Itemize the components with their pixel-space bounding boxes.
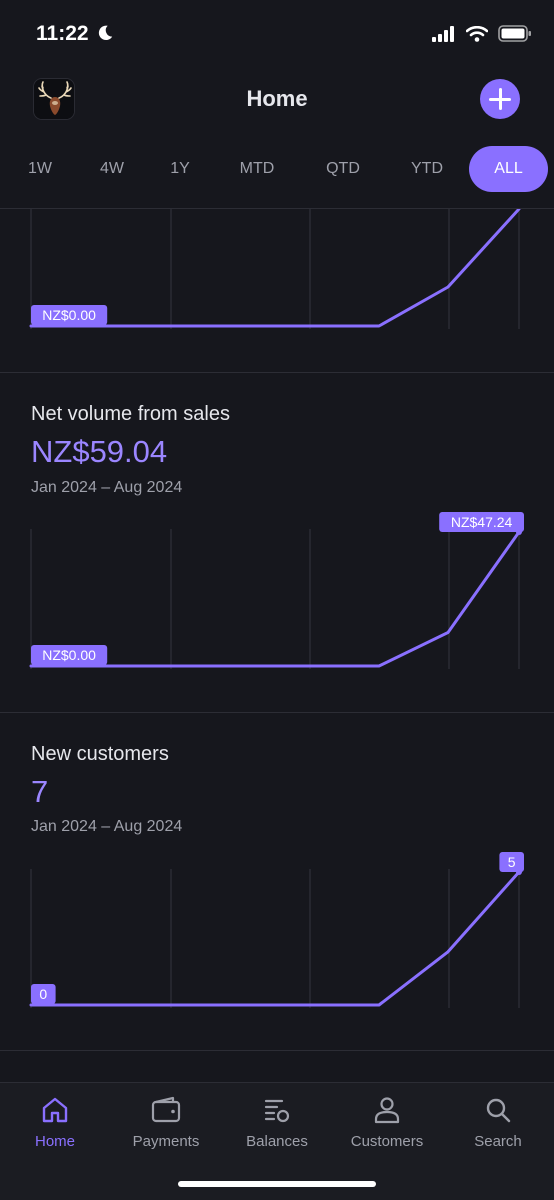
start-value-label: NZ$0.00 xyxy=(31,645,108,665)
tab-mtd[interactable]: MTD xyxy=(239,160,275,177)
start-value-label-bg xyxy=(31,305,108,325)
chart-section-1[interactable]: NZ$0.00 NZ$47.24 xyxy=(0,505,554,680)
series-line xyxy=(29,209,521,328)
tab-bar: Home Payments Balances Customers Sea xyxy=(0,1082,554,1200)
end-value-label: 5 xyxy=(499,852,524,872)
home-icon xyxy=(42,1097,68,1123)
tab-qtd[interactable]: QTD xyxy=(326,160,360,177)
tab-payments-label: Payments xyxy=(132,1133,200,1150)
end-value-label-bg xyxy=(499,852,524,872)
tab-customers[interactable]: Customers xyxy=(332,1093,442,1150)
end-value-label-text: 5 xyxy=(508,854,516,870)
tab-home-label: Home xyxy=(34,1133,75,1150)
deer-logo-icon xyxy=(34,79,74,119)
account-avatar[interactable] xyxy=(33,78,75,120)
tab-balances-label: Balances xyxy=(246,1133,308,1150)
tab-home[interactable]: Home xyxy=(0,1093,110,1150)
moon-icon xyxy=(98,25,113,41)
tabs-divider xyxy=(0,208,554,209)
tab-all[interactable]: ALL xyxy=(469,146,548,192)
add-button[interactable] xyxy=(480,79,520,119)
metric-title: New customers xyxy=(31,743,169,765)
start-value-label-bg xyxy=(31,645,108,665)
metric-date-range: Jan 2024 – Aug 2024 xyxy=(31,479,183,496)
start-value-label-text: 0 xyxy=(39,986,47,1002)
tab-1y[interactable]: 1Y xyxy=(170,160,190,177)
start-value-label-text: NZ$0.00 xyxy=(42,307,96,323)
section-divider xyxy=(0,712,554,713)
start-value-label-bg xyxy=(31,984,56,1004)
battery-icon xyxy=(498,25,531,42)
tab-search-label: Search xyxy=(474,1133,522,1150)
start-value-label: NZ$0.00 xyxy=(31,305,108,325)
status-bar: 11:22 xyxy=(0,0,554,70)
home-indicator xyxy=(178,1181,376,1187)
metric-value: NZ$59.04 xyxy=(31,434,168,469)
section-divider xyxy=(0,1050,554,1051)
start-value-label: 0 xyxy=(31,984,56,1004)
tab-1w[interactable]: 1W xyxy=(28,160,52,177)
cellular-signal-icon xyxy=(432,25,454,42)
header: Home xyxy=(0,70,554,130)
range-tabs: 1W 4W 1Y MTD QTD YTD ALL xyxy=(0,146,554,192)
search-icon xyxy=(486,1098,511,1123)
end-value-label: NZ$47.24 xyxy=(439,512,524,532)
end-value-label-bg xyxy=(439,512,524,532)
person-icon xyxy=(374,1097,400,1124)
line-chart: 05 xyxy=(29,852,524,1008)
wallet-icon xyxy=(151,1096,181,1123)
status-time: 11:22 xyxy=(36,22,89,45)
tab-search[interactable]: Search xyxy=(443,1093,553,1150)
line-chart: NZ$0.00 NZ$47.24 xyxy=(29,512,524,669)
metric-title: Net volume from sales xyxy=(31,403,230,425)
series-line xyxy=(29,530,521,668)
section-divider xyxy=(0,372,554,373)
balances-icon xyxy=(264,1099,290,1123)
line-chart: NZ$0.00 xyxy=(29,209,521,329)
start-value-label-text: NZ$0.00 xyxy=(42,647,96,663)
tab-payments[interactable]: Payments xyxy=(111,1093,221,1150)
tab-balances[interactable]: Balances xyxy=(222,1093,332,1150)
tab-customers-label: Customers xyxy=(350,1133,424,1150)
page-title: Home xyxy=(246,86,308,111)
wifi-icon xyxy=(466,25,488,42)
metric-date-range: Jan 2024 – Aug 2024 xyxy=(31,818,183,835)
series-line xyxy=(29,870,521,1007)
chart-section-0: NZ$0.00 xyxy=(0,209,554,339)
tab-ytd[interactable]: YTD xyxy=(411,160,443,177)
tab-4w[interactable]: 4W xyxy=(100,160,124,177)
end-value-label-text: NZ$47.24 xyxy=(451,514,513,530)
metric-value: 7 xyxy=(31,774,49,809)
